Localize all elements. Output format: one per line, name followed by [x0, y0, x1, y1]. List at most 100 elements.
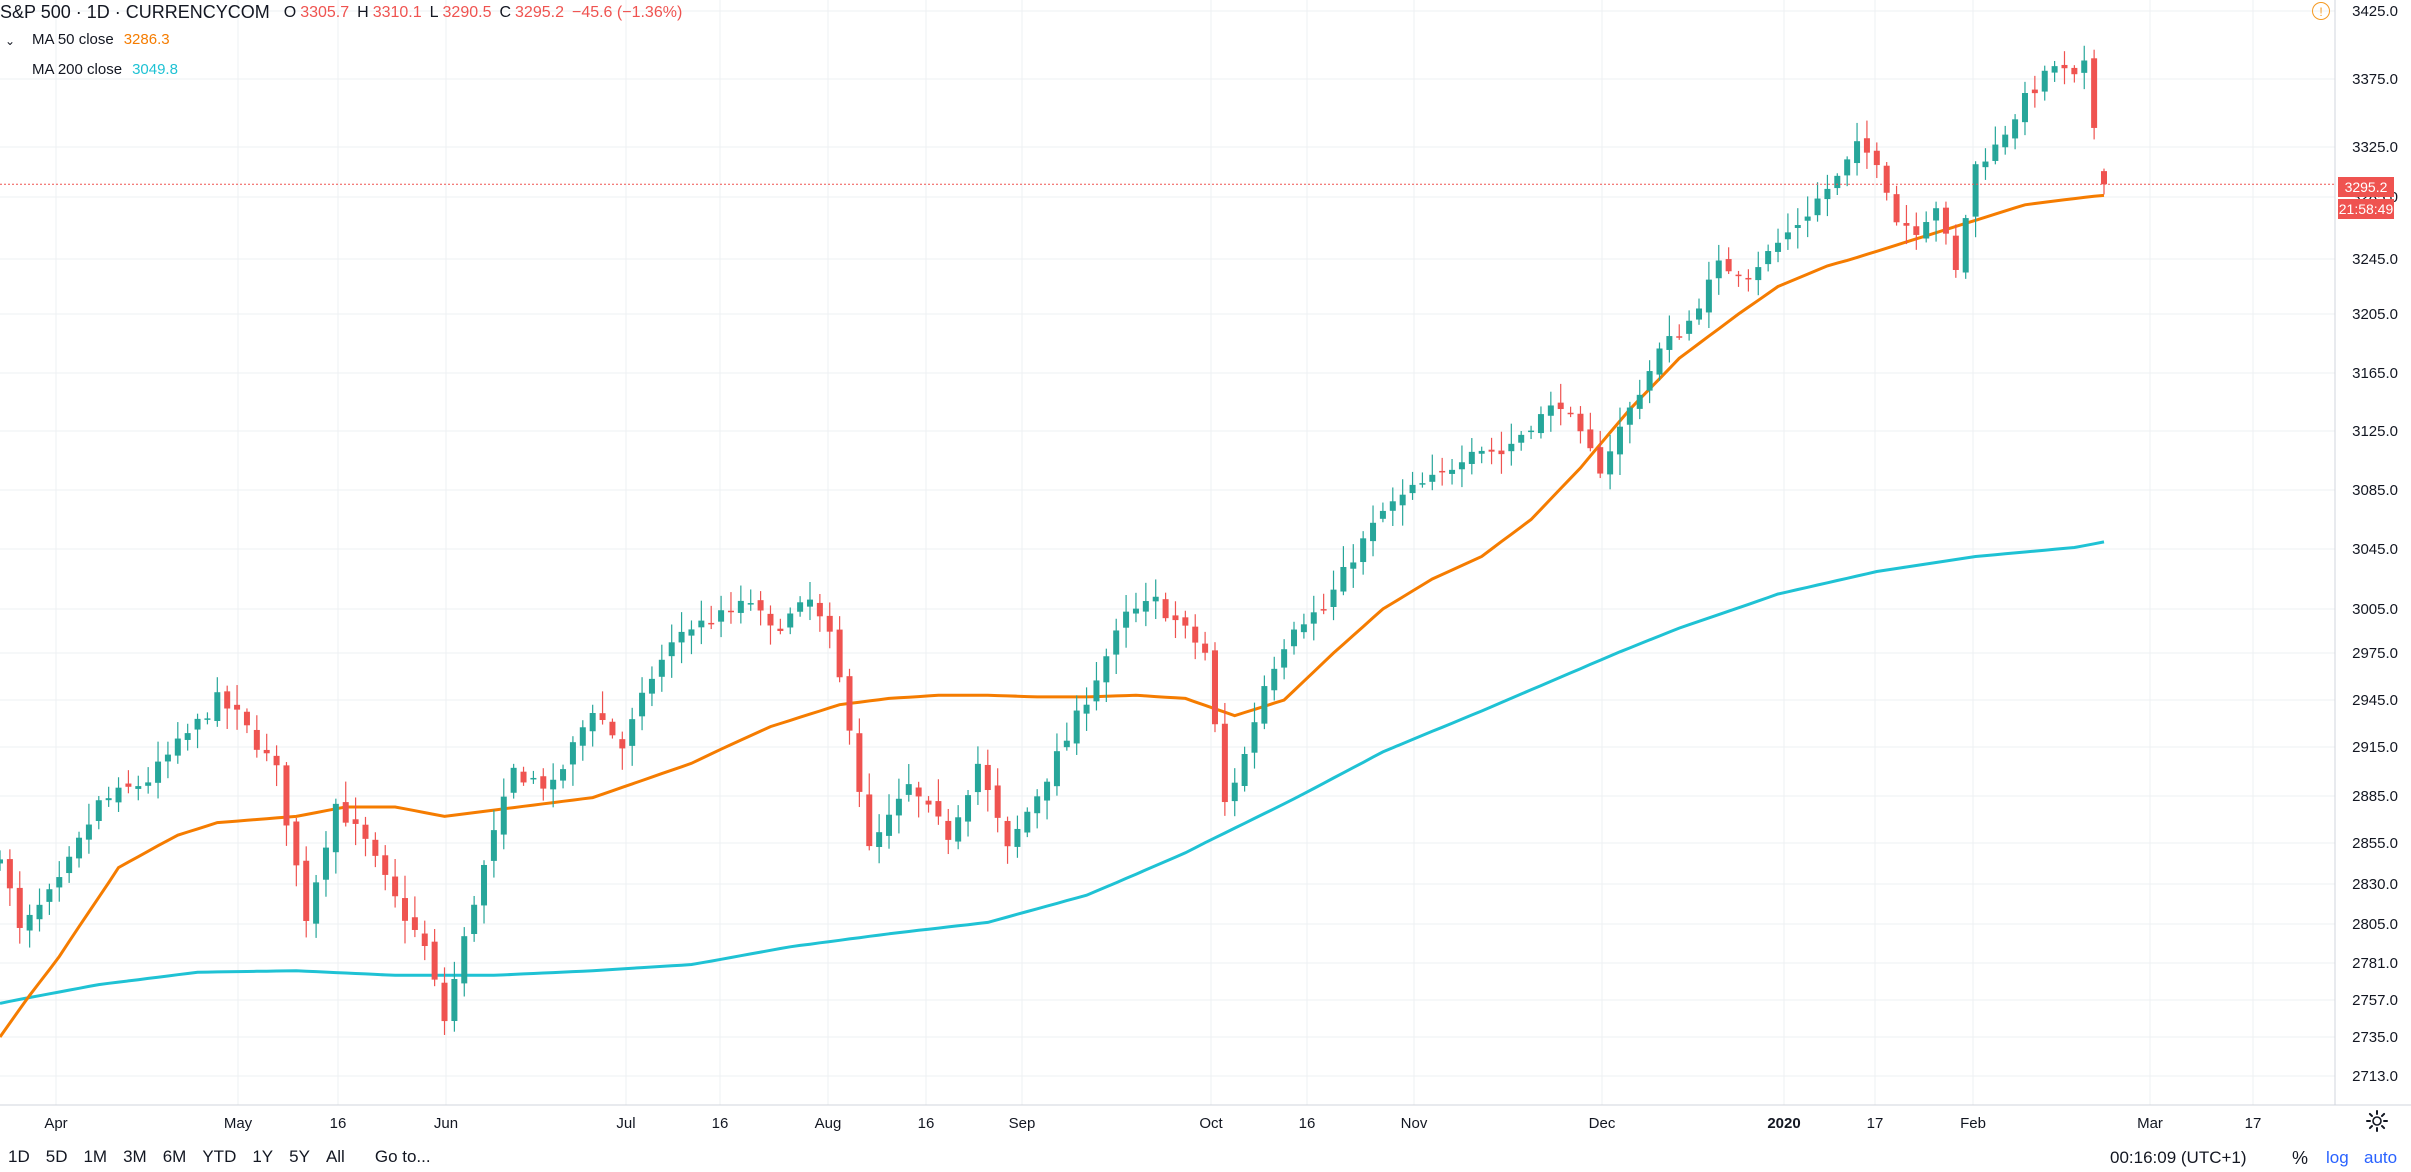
candle-body	[1488, 449, 1495, 452]
range-5d-button[interactable]: 5D	[45, 1147, 68, 1166]
candle-body	[1350, 562, 1357, 569]
candle-body	[2101, 171, 2107, 185]
candle-body	[2021, 92, 2028, 123]
candle-body	[757, 600, 764, 611]
log-toggle[interactable]: log	[2326, 1148, 2349, 1167]
candle-body	[1360, 538, 1367, 563]
range-1y-button[interactable]: 1Y	[252, 1147, 274, 1166]
price-tick-label: 2735.0	[2352, 1029, 2398, 1046]
goto-button[interactable]: Go to...	[374, 1147, 431, 1166]
candle-body	[599, 713, 606, 721]
candle-body	[1844, 159, 1851, 176]
candle-body	[1419, 483, 1426, 485]
chart-grid	[0, 0, 2335, 1105]
range-5y-button[interactable]: 5Y	[289, 1147, 310, 1166]
candle-body	[1725, 259, 1732, 272]
chevron-down-icon[interactable]: ⌄	[4, 34, 16, 48]
candle-body	[530, 777, 537, 780]
candle-body	[1547, 405, 1554, 416]
candle-body	[688, 629, 695, 636]
candle-body	[1873, 150, 1880, 166]
candle-body	[481, 864, 488, 906]
candle-body	[560, 769, 567, 781]
candle-body	[1834, 175, 1841, 189]
candle-body	[263, 749, 270, 754]
candle-body	[1330, 589, 1337, 607]
candle-body	[174, 738, 181, 756]
auto-toggle[interactable]: auto	[2364, 1148, 2398, 1167]
candle-body	[342, 802, 349, 823]
bottom-toolbar: 1D 5D 1M 3M 6M YTD 1Y 5Y All Go to...	[0, 1142, 2411, 1172]
range-6m-button[interactable]: 6M	[162, 1147, 187, 1166]
candle-body	[1310, 612, 1317, 624]
candle-body	[1063, 740, 1070, 748]
candle-body	[579, 727, 586, 746]
candle-body	[945, 820, 952, 840]
gear-icon[interactable]	[2365, 1109, 2389, 1133]
candle-body	[915, 787, 922, 797]
candle-body	[1093, 680, 1100, 702]
candle-body	[1518, 434, 1525, 443]
price-tick-label: 3045.0	[2352, 541, 2398, 558]
range-3m-button[interactable]: 3M	[123, 1147, 147, 1166]
candle-body	[184, 733, 191, 740]
candle-body	[1498, 450, 1505, 455]
candle-body	[846, 676, 853, 731]
range-all-button[interactable]: All	[325, 1147, 345, 1166]
time-tick-label: 16	[712, 1115, 729, 1132]
candle-body	[1775, 242, 1782, 252]
candle-body	[125, 783, 132, 787]
price-tick-label: 3125.0	[2352, 423, 2398, 440]
time-tick-label: 17	[1867, 1115, 1884, 1132]
price-tick-label: 2975.0	[2352, 645, 2398, 662]
alert-icon[interactable]: !	[2312, 2, 2330, 20]
open-label: O	[283, 3, 297, 21]
clock-display[interactable]: 00:16:09 (UTC+1)	[2110, 1148, 2247, 1167]
candle-body	[500, 796, 507, 835]
symbol-row: S&P 500 · 1D · CURRENCYCOM O 3305.7 H 3310…	[0, 2, 686, 23]
candle-body	[115, 787, 122, 803]
range-1d-button[interactable]: 1D	[8, 1147, 30, 1166]
high-label: H	[357, 3, 369, 21]
symbol-title[interactable]: S&P 500 · 1D · CURRENCYCOM	[0, 2, 270, 22]
candle-body	[1794, 225, 1801, 228]
candle-body	[826, 615, 833, 632]
candle-body	[1913, 226, 1920, 235]
time-tick-label: Jun	[434, 1115, 458, 1132]
candle-body	[2081, 60, 2088, 73]
candle-body	[1765, 251, 1772, 265]
time-tick-label: Feb	[1960, 1115, 1986, 1132]
candle-body	[629, 719, 636, 746]
candle-body	[2012, 119, 2019, 139]
ohlc-close: C 3295.2	[499, 4, 568, 22]
candle-body	[1755, 267, 1762, 281]
candle-body	[708, 622, 715, 625]
ma200-line	[0, 540, 2105, 1005]
close-label: C	[499, 3, 512, 21]
candle-body	[886, 814, 893, 836]
range-ytd-button[interactable]: YTD	[202, 1147, 237, 1166]
candle-body	[698, 620, 705, 628]
candle-body	[1449, 469, 1456, 474]
candle-body	[1281, 649, 1288, 668]
candle-body	[471, 904, 478, 934]
candle-body	[66, 856, 73, 874]
ma200-row[interactable]: MA 200 close 3049.8	[32, 61, 182, 78]
time-tick-label: 16	[918, 1115, 935, 1132]
percent-toggle[interactable]: %	[2292, 1148, 2309, 1168]
candle-body	[1735, 274, 1742, 277]
candle-body	[1142, 601, 1149, 612]
candle-body	[816, 602, 823, 617]
candle-body	[2071, 67, 2078, 75]
last-price-tag: 3295.2	[2338, 177, 2394, 197]
candle-body	[1399, 494, 1406, 506]
candle-body	[866, 794, 873, 847]
ma50-row[interactable]: MA 50 close 3286.3	[32, 31, 174, 48]
candle-body	[550, 779, 557, 790]
candle-body	[1004, 820, 1011, 847]
candle-body	[836, 629, 843, 678]
candle-body	[1715, 260, 1722, 279]
candles-layer	[0, 45, 2107, 1035]
range-1m-button[interactable]: 1M	[83, 1147, 108, 1166]
